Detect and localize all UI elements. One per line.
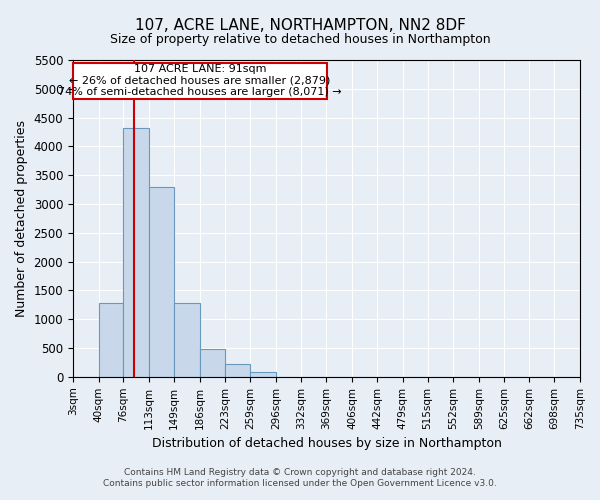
Bar <box>98 304 124 377</box>
Text: Contains HM Land Registry data © Crown copyright and database right 2024.
Contai: Contains HM Land Registry data © Crown c… <box>103 468 497 487</box>
FancyBboxPatch shape <box>73 63 327 99</box>
Text: ← 26% of detached houses are smaller (2,879): ← 26% of detached houses are smaller (2,… <box>70 76 331 86</box>
Text: Size of property relative to detached houses in Northampton: Size of property relative to detached ho… <box>110 32 490 46</box>
Text: 74% of semi-detached houses are larger (8,071) →: 74% of semi-detached houses are larger (… <box>58 87 342 97</box>
Bar <box>124 128 149 377</box>
Text: 107 ACRE LANE: 91sqm: 107 ACRE LANE: 91sqm <box>134 64 266 74</box>
Bar <box>226 364 250 377</box>
Text: 107, ACRE LANE, NORTHAMPTON, NN2 8DF: 107, ACRE LANE, NORTHAMPTON, NN2 8DF <box>134 18 466 32</box>
X-axis label: Distribution of detached houses by size in Northampton: Distribution of detached houses by size … <box>152 437 502 450</box>
Bar <box>174 304 200 377</box>
Bar <box>250 372 276 377</box>
Bar <box>149 186 174 377</box>
Bar <box>200 349 226 377</box>
Y-axis label: Number of detached properties: Number of detached properties <box>15 120 28 317</box>
